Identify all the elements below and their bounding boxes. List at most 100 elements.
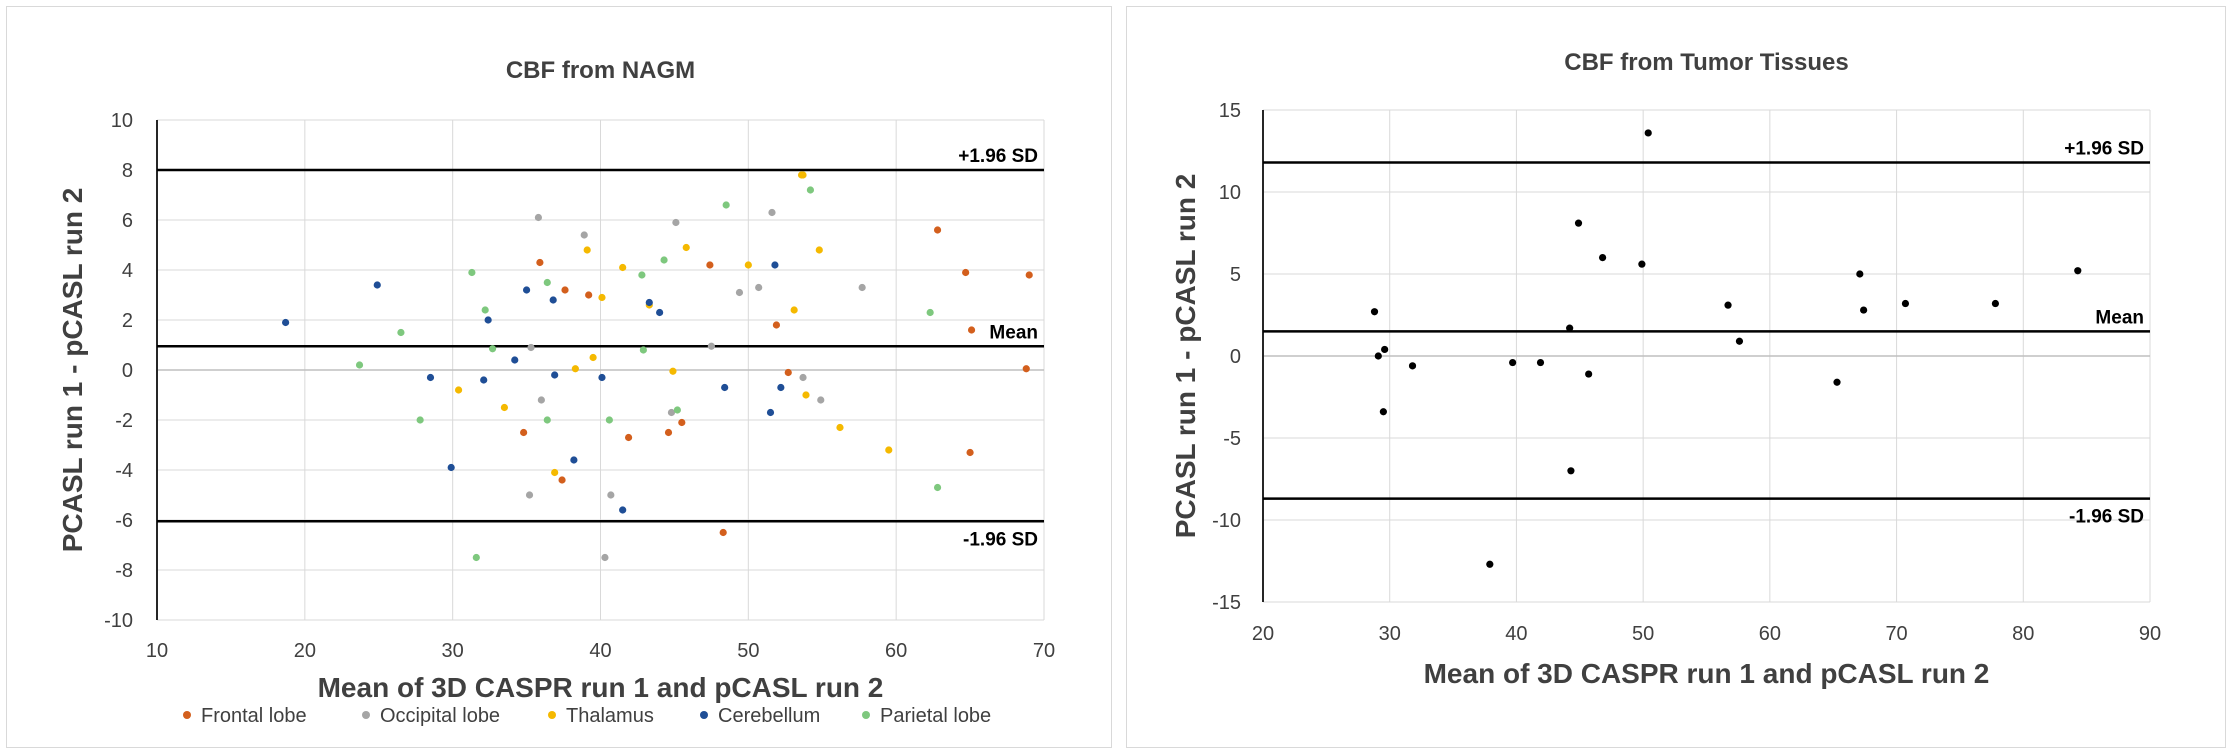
- nagm-point-frontal-lobe: [772, 321, 781, 329]
- tumor-point-tumor: [1566, 324, 1574, 332]
- nagm-point-cerebellum: [426, 373, 435, 382]
- nagm-point-frontal-lobe: [1022, 365, 1030, 373]
- nagm-y-tick-label: -4: [115, 460, 133, 482]
- tumor-point-tumor: [1486, 560, 1494, 568]
- nagm-point-frontal-lobe: [719, 528, 727, 537]
- nagm-point-parietal-lobe: [605, 416, 613, 424]
- nagm-point-occipital-lobe: [768, 208, 776, 217]
- nagm-point-parietal-lobe: [397, 328, 405, 337]
- nagm-point-thalamus: [669, 367, 677, 375]
- nagm-y-tick-label: 2: [122, 310, 133, 332]
- tumor-y-tick-label: -15: [1212, 592, 1241, 614]
- nagm-point-frontal-lobe: [1025, 271, 1033, 279]
- nagm-mean-label: Mean: [989, 322, 1038, 343]
- nagm-point-cerebellum: [645, 298, 653, 307]
- nagm-x-tick-label: 70: [1033, 640, 1055, 662]
- nagm-point-occipital-lobe: [525, 491, 534, 499]
- tumor-upper-label: +1.96 SD: [2064, 138, 2144, 159]
- nagm-point-thalamus: [619, 263, 627, 272]
- nagm-point-parietal-lobe: [638, 271, 646, 279]
- nagm-x-axis-label: Mean of 3D CASPR run 1 and pCASL run 2: [318, 672, 884, 703]
- tumor-x-tick-label: 30: [1379, 623, 1401, 645]
- nagm-y-tick-label: 0: [122, 360, 133, 382]
- nagm-point-parietal-lobe: [488, 345, 497, 353]
- legend-marker-thalamus: [548, 711, 556, 719]
- tumor-y-tick-label: 5: [1230, 264, 1241, 286]
- legend-marker-parietal-lobe: [862, 711, 870, 719]
- nagm-point-thalamus: [885, 446, 893, 454]
- tumor-point-tumor: [1724, 301, 1732, 309]
- nagm-point-frontal-lobe: [962, 268, 970, 277]
- nagm-x-tick-label: 10: [146, 640, 168, 662]
- nagm-x-tick-label: 50: [737, 640, 759, 662]
- nagm-point-parietal-lobe: [543, 278, 551, 287]
- tumor-point-tumor: [1856, 270, 1864, 278]
- nagm-point-frontal-lobe: [784, 368, 792, 377]
- nagm-point-cerebellum: [777, 383, 785, 392]
- nagm-point-parietal-lobe: [543, 416, 551, 424]
- nagm-point-thalamus: [551, 468, 559, 477]
- nagm-x-tick-label: 40: [589, 640, 611, 662]
- nagm-y-tick-label: 6: [122, 210, 133, 232]
- nagm-y-tick-label: -2: [115, 410, 133, 432]
- nagm-y-tick-label: -10: [104, 610, 133, 632]
- tumor-y-axis-label: PCASL run 1 - pCASL run 2: [1170, 174, 1201, 539]
- nagm-point-frontal-lobe: [536, 258, 544, 267]
- tumor-point-tumor: [1585, 370, 1593, 378]
- tumor-lower-label: -1.96 SD: [2069, 507, 2144, 528]
- tumor-point-tumor: [1370, 308, 1379, 316]
- tumor-point-tumor: [1598, 254, 1607, 262]
- tumor-point-tumor: [1901, 299, 1910, 308]
- tumor-point-tumor: [1574, 219, 1583, 227]
- nagm-y-tick-label: 8: [122, 160, 133, 182]
- tumor-point-tumor: [1833, 378, 1841, 386]
- nagm-point-parietal-lobe: [722, 201, 730, 209]
- nagm-point-frontal-lobe: [624, 433, 633, 442]
- nagm-point-occipital-lobe: [580, 231, 588, 239]
- nagm-point-parietal-lobe: [933, 483, 942, 492]
- tumor-mean-label: Mean: [2095, 307, 2144, 328]
- tumor-x-axis-label: Mean of 3D CASPR run 1 and pCASL run 2: [1424, 658, 1990, 689]
- nagm-point-occipital-lobe: [707, 342, 715, 350]
- tumor-y-tick-label: 15: [1219, 100, 1241, 122]
- tumor-point-tumor: [1644, 129, 1652, 137]
- nagm-x-tick-label: 60: [885, 640, 907, 662]
- tumor-x-tick-label: 80: [2012, 623, 2034, 645]
- tumor-point-tumor: [1991, 299, 2000, 308]
- nagm-y-tick-label: 4: [122, 260, 133, 282]
- nagm-point-parietal-lobe: [472, 553, 480, 562]
- nagm-point-occipital-lobe: [755, 283, 763, 292]
- nagm-point-occipital-lobe: [735, 288, 744, 297]
- nagm-point-frontal-lobe: [558, 476, 566, 484]
- tumor-x-tick-label: 60: [1759, 623, 1781, 645]
- tumor-point-tumor: [1536, 358, 1545, 367]
- nagm-point-cerebellum: [771, 261, 779, 269]
- tumor-x-tick-label: 50: [1632, 623, 1654, 645]
- legend-marker-cerebellum: [700, 711, 708, 719]
- legend-label-thalamus: Thalamus: [566, 705, 654, 727]
- nagm-point-thalamus: [682, 243, 690, 252]
- nagm-point-frontal-lobe: [706, 261, 714, 269]
- nagm-point-occipital-lobe: [607, 491, 615, 499]
- nagm-point-cerebellum: [598, 373, 606, 382]
- nagm-point-parietal-lobe: [416, 416, 424, 424]
- tumor-y-tick-label: 10: [1219, 182, 1241, 204]
- nagm-point-cerebellum: [619, 506, 627, 514]
- tumor-point-tumor: [1638, 260, 1646, 268]
- nagm-point-thalamus: [571, 365, 579, 373]
- tumor-x-tick-label: 90: [2139, 623, 2161, 645]
- nagm-point-occipital-lobe: [534, 213, 543, 222]
- nagm-y-tick-label: -8: [115, 560, 133, 582]
- nagm-chart-title: CBF from NAGM: [506, 57, 695, 84]
- nagm-point-cerebellum: [766, 408, 775, 417]
- legend-label-cerebellum: Cerebellum: [718, 705, 820, 727]
- nagm-upper-label: +1.96 SD: [958, 146, 1038, 167]
- tumor-point-tumor: [2074, 267, 2082, 275]
- nagm-point-occipital-lobe: [537, 396, 545, 404]
- nagm-point-frontal-lobe: [520, 428, 528, 437]
- nagm-point-thalamus: [589, 353, 597, 362]
- legend-label-parietal-lobe: Parietal lobe: [880, 705, 991, 727]
- nagm-point-thalamus: [802, 391, 810, 399]
- tumor-y-tick-label: -5: [1223, 428, 1241, 450]
- nagm-point-parietal-lobe: [468, 268, 476, 277]
